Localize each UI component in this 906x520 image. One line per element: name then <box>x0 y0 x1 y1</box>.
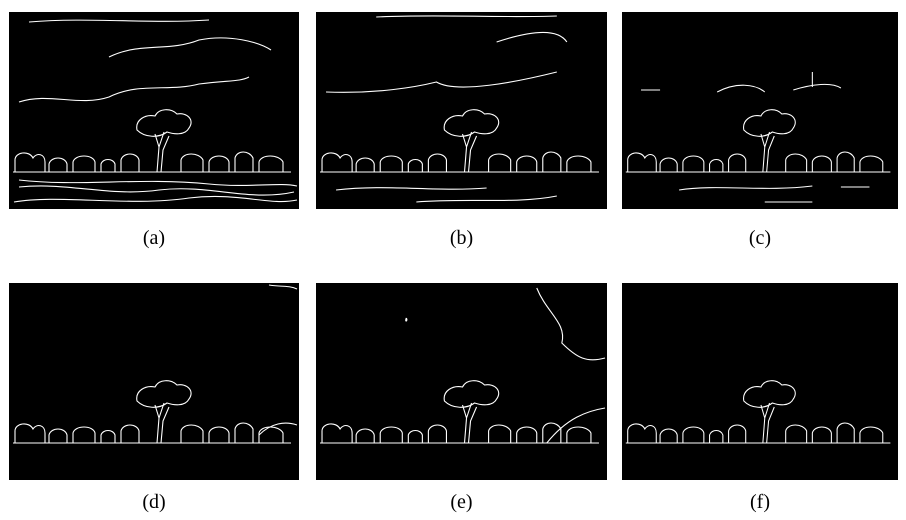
panel-image <box>9 12 299 209</box>
panel <box>316 283 607 480</box>
panel-image <box>9 283 299 480</box>
figure: (a) (b) (c) (d) (e) (f) <box>0 0 906 520</box>
panel-image <box>622 283 898 480</box>
panel <box>9 283 299 480</box>
caption: (b) <box>450 227 473 249</box>
caption: (e) <box>450 491 472 513</box>
panel-image <box>316 12 607 209</box>
caption: (c) <box>749 227 771 249</box>
panel-image <box>622 12 898 209</box>
panel <box>316 12 607 209</box>
edge-detail <box>406 318 407 321</box>
panel-image <box>316 283 607 480</box>
caption: (a) <box>143 227 165 249</box>
panel <box>622 12 898 209</box>
panel <box>9 12 299 209</box>
caption: (f) <box>750 491 770 513</box>
caption: (d) <box>142 491 165 513</box>
panel <box>622 283 898 480</box>
